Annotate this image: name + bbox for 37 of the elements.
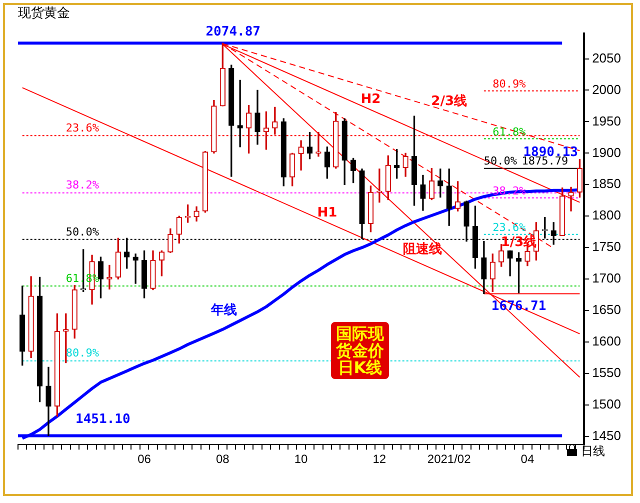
x-tick-label: 12	[372, 452, 386, 466]
y-tick-label: 1850	[592, 176, 621, 192]
series-label: 38.2%	[66, 178, 100, 192]
series-label: H2	[360, 92, 381, 108]
y-tick-label: 1550	[592, 365, 621, 380]
series-label: 61.8%	[492, 126, 526, 139]
ref-line-label: 1451.10	[76, 412, 130, 428]
series-label: 阻速线	[402, 242, 442, 257]
ref-line-label: 2074.87	[206, 24, 261, 40]
series-label: 38.2%	[492, 184, 526, 198]
series-label: 23.6%	[492, 221, 526, 234]
x-tick-label: 04	[520, 452, 534, 466]
y-tick-label: 1700	[592, 270, 621, 286]
series-label: 2/3线	[431, 94, 468, 109]
x-tick-label: 10	[294, 452, 308, 466]
series-label: 80.9%	[66, 346, 100, 360]
y-tick-label: 1650	[592, 302, 621, 318]
series-label: H1	[317, 206, 338, 221]
y-tick-label: 1500	[592, 396, 621, 412]
y-tick-label: 1900	[592, 144, 621, 160]
series-label: 50.0%	[66, 225, 100, 238]
x-tick-label: 06	[138, 452, 152, 466]
series-label: 23.6%	[66, 121, 100, 134]
annotation: 国际现货金价日K线	[334, 324, 386, 377]
chart-title: 现货黄金	[18, 6, 70, 22]
x-tick-label: 08	[216, 452, 230, 466]
y-tick-label: 1950	[592, 113, 621, 128]
y-tick-label: 1450	[592, 428, 621, 443]
x-tick-label: 2021/02	[427, 452, 472, 466]
y-tick-label: 2000	[592, 82, 621, 97]
series-label: 50.0%	[484, 154, 518, 168]
series-label: 80.9%	[492, 78, 526, 91]
y-tick-label: 1600	[592, 334, 621, 349]
series-label: 年线	[210, 302, 238, 318]
y-tick-label: 2050	[592, 50, 621, 66]
y-tick-label: 1750	[592, 239, 621, 254]
y-tick-label: 1800	[592, 208, 621, 223]
